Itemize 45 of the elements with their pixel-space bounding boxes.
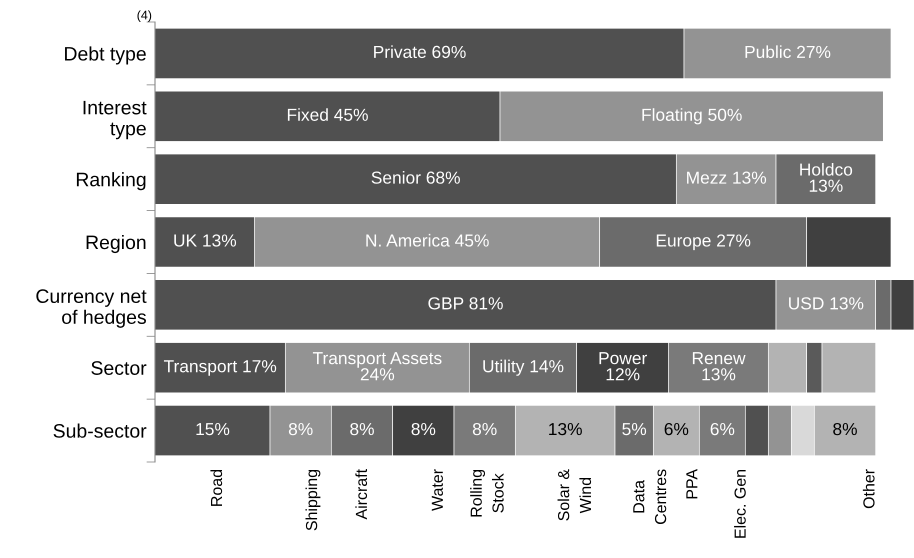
data-label: Transport 17% bbox=[164, 360, 276, 376]
data-label: Power 12% bbox=[599, 352, 647, 380]
data-label: 13% bbox=[549, 422, 582, 436]
data-label: Mezz 13% bbox=[687, 172, 766, 184]
data-label: 5% bbox=[622, 423, 646, 436]
data-label: Renew 13% bbox=[692, 352, 746, 380]
data-label: Private 69% bbox=[374, 45, 466, 58]
data-label: N. America 45% bbox=[366, 234, 489, 247]
annotation: Road bbox=[210, 470, 222, 506]
data-label: Europe 27% bbox=[656, 234, 750, 250]
annotation: Elec. Gen bbox=[734, 470, 746, 538]
annotation: Data Centres bbox=[633, 470, 666, 524]
data-label: Holdco 13% bbox=[800, 162, 852, 192]
data-label: 15% bbox=[196, 423, 230, 436]
annotation: Other bbox=[862, 469, 875, 508]
data-label: USD 13% bbox=[789, 297, 864, 310]
data-label: Senior 68% bbox=[372, 171, 460, 184]
y-tick-label: Ranking bbox=[76, 172, 146, 190]
data-label: Utility 14% bbox=[483, 360, 564, 376]
data-label: 8% bbox=[472, 422, 497, 436]
data-label: 8% bbox=[350, 422, 374, 436]
y-tick-label: Debt type bbox=[65, 46, 146, 65]
data-label: 8% bbox=[412, 422, 436, 436]
data-label: 6% bbox=[664, 422, 688, 436]
y-tick-label: Region bbox=[86, 234, 146, 254]
data-label: Public 27% bbox=[745, 45, 830, 58]
annotation: Water bbox=[432, 469, 443, 511]
y-tick-label: Sector bbox=[91, 361, 146, 375]
data-label: Floating 50% bbox=[642, 108, 742, 124]
data-label: UK 13% bbox=[174, 234, 236, 247]
data-label: 6% bbox=[710, 422, 734, 436]
annotation: Aircraft bbox=[355, 469, 368, 520]
y-tick-label: Currency net of hedges bbox=[36, 289, 147, 328]
data-label: Fixed 45% bbox=[288, 108, 368, 121]
annotation: PPA bbox=[686, 468, 698, 498]
data-label: 8% bbox=[288, 422, 313, 436]
annotation: Solar & Wind bbox=[558, 469, 592, 521]
text: (4) bbox=[137, 10, 152, 22]
data-label: 8% bbox=[833, 422, 857, 436]
annotation: Shipping bbox=[305, 470, 320, 530]
y-tick-label: Sub-sector bbox=[54, 424, 146, 438]
annotation: Rolling Stock bbox=[470, 470, 504, 516]
data-label: GBP 81% bbox=[428, 297, 503, 310]
y-tick-label: Interest type bbox=[84, 100, 147, 140]
data-label: Transport Assets 24% bbox=[312, 352, 442, 380]
